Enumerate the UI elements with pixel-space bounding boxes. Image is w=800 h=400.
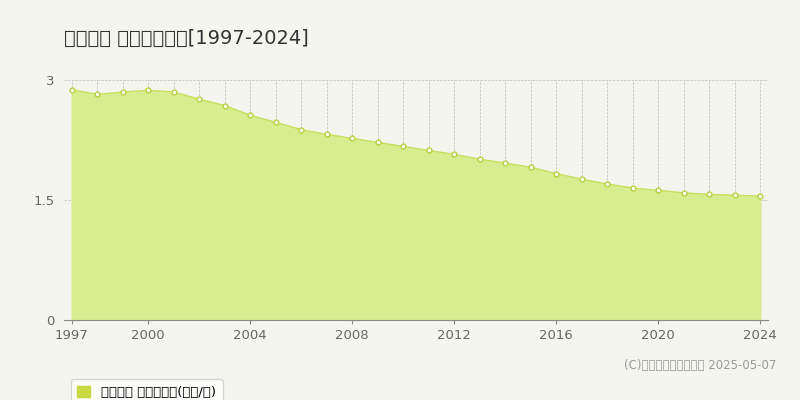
Text: 日之影町 基準地価推移[1997-2024]: 日之影町 基準地価推移[1997-2024] xyxy=(64,29,309,48)
Text: (C)土地価格ドットコム 2025-05-07: (C)土地価格ドットコム 2025-05-07 xyxy=(624,359,776,372)
Legend: 基準地価 平均坪単価(万円/坪): 基準地価 平均坪単価(万円/坪) xyxy=(70,379,222,400)
